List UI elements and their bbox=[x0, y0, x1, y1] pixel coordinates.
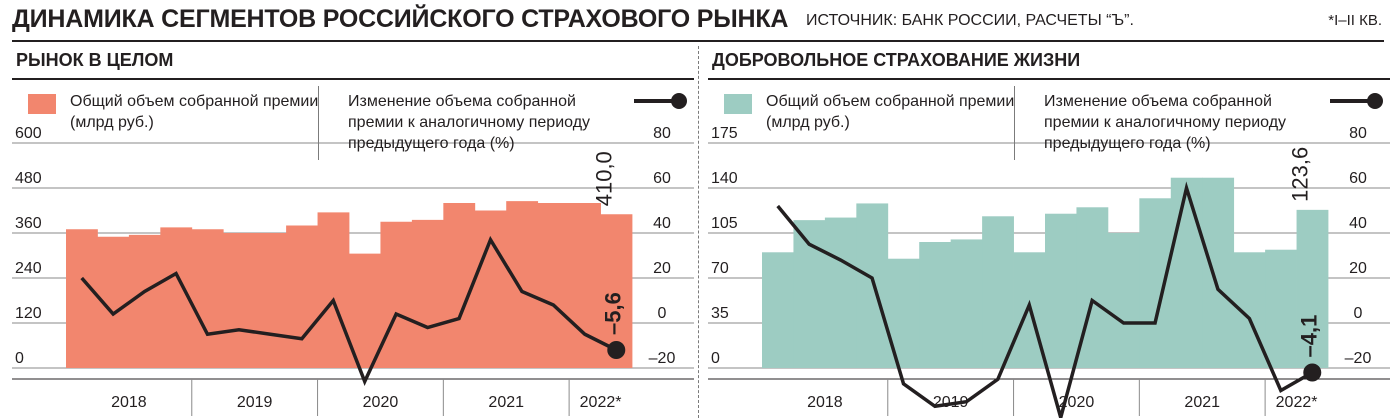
bar bbox=[1045, 213, 1077, 368]
legend-line-text: Изменение объема собранной премии к анал… bbox=[1044, 93, 1287, 152]
right-tick-label: –20 bbox=[649, 350, 676, 367]
left-tick-label: 480 bbox=[15, 170, 42, 187]
legend-bar-swatch bbox=[28, 94, 56, 114]
year-label: 2021 bbox=[1184, 394, 1220, 411]
right-tick-label: 60 bbox=[1349, 170, 1367, 187]
bar bbox=[982, 216, 1014, 368]
bar bbox=[856, 203, 889, 368]
legend-separator bbox=[1014, 86, 1015, 160]
bar bbox=[1139, 198, 1172, 368]
bar bbox=[919, 242, 952, 368]
left-tick-label: 120 bbox=[15, 305, 42, 322]
chart-panel-market: 600 480 360 240 120 0 80 60 40 20 0 –20 2018 2019 2020… bbox=[12, 44, 702, 418]
period-note: *I–II КВ. bbox=[1328, 12, 1382, 29]
right-tick-label: 40 bbox=[1349, 215, 1367, 232]
source-note: ИСТОЧНИК: БАНК РОССИИ, РАСЧЕТЫ “Ъ”. bbox=[806, 12, 1134, 29]
legend-bar-swatch bbox=[724, 94, 752, 114]
legend-separator bbox=[318, 86, 319, 160]
left-tick-label: 600 bbox=[15, 125, 42, 142]
year-label: 2021 bbox=[488, 394, 524, 411]
last-point-marker bbox=[1303, 363, 1322, 382]
bar bbox=[1296, 209, 1329, 368]
panel-divider bbox=[698, 46, 699, 418]
bar bbox=[1170, 177, 1203, 368]
legend-line-icon bbox=[1330, 93, 1383, 109]
year-label: 2018 bbox=[111, 394, 147, 411]
bar bbox=[349, 253, 381, 368]
title-rule bbox=[708, 78, 1390, 80]
left-tick-label: 140 bbox=[711, 170, 738, 187]
left-tick-label: 360 bbox=[15, 215, 42, 232]
bar bbox=[537, 203, 570, 368]
last-change-label: –4,1 bbox=[1296, 315, 1321, 358]
right-tick-label: 20 bbox=[653, 260, 671, 277]
right-tick-label: 40 bbox=[653, 215, 671, 232]
right-tick-label: 80 bbox=[1349, 125, 1367, 142]
right-tick-label: –20 bbox=[1345, 350, 1372, 367]
left-tick-label: 0 bbox=[711, 350, 720, 367]
bar bbox=[824, 217, 857, 368]
right-tick-label: 0 bbox=[658, 305, 667, 322]
year-label: 2022* bbox=[580, 394, 622, 411]
legend-bars-text: Общий объем собранной премии (млрд руб.) bbox=[766, 93, 1015, 131]
bar bbox=[317, 212, 350, 368]
change-line bbox=[80, 235, 618, 386]
title-rule bbox=[12, 78, 694, 80]
chart-svg-market: 600 480 360 240 120 0 80 60 40 20 0 –20 2018 2019 2020… bbox=[12, 125, 694, 416]
right-tick-label: 0 bbox=[1354, 305, 1363, 322]
year-label: 2020 bbox=[363, 394, 399, 411]
main-title: ДИНАМИКА СЕГМЕНТОВ РОССИЙСКОГО СТРАХОВОГ… bbox=[12, 5, 789, 33]
left-tick-label: 70 bbox=[711, 260, 729, 277]
bar bbox=[223, 233, 256, 368]
year-label: 2018 bbox=[807, 394, 843, 411]
header-rule bbox=[12, 40, 1384, 42]
last-change-label: –5,6 bbox=[600, 292, 625, 335]
left-tick-label: 0 bbox=[15, 350, 24, 367]
bar bbox=[286, 225, 318, 368]
bar bbox=[191, 229, 224, 368]
legend-bars-text: Общий объем собранной премии (млрд руб.) bbox=[70, 93, 319, 131]
right-tick-label: 60 bbox=[653, 170, 671, 187]
bar bbox=[1107, 233, 1140, 368]
bar bbox=[950, 239, 983, 368]
bar bbox=[1202, 177, 1235, 368]
left-tick-label: 35 bbox=[711, 305, 729, 322]
bar bbox=[443, 203, 476, 368]
bar bbox=[506, 201, 539, 368]
year-label: 2019 bbox=[237, 394, 273, 411]
chart-title: ДОБРОВОЛЬНОЕ СТРАХОВАНИЕ ЖИЗНИ bbox=[712, 50, 1081, 70]
bar bbox=[411, 219, 444, 368]
bar bbox=[474, 210, 507, 368]
last-value-label: 410,0 bbox=[592, 151, 617, 206]
change-line bbox=[776, 181, 1314, 418]
bar bbox=[380, 221, 413, 368]
year-label: 2022* bbox=[1276, 394, 1318, 411]
bar bbox=[762, 252, 794, 368]
right-tick-label: 20 bbox=[1349, 260, 1367, 277]
bar bbox=[128, 234, 161, 368]
last-point-marker bbox=[607, 341, 626, 359]
header: ДИНАМИКА СЕГМЕНТОВ РОССИЙСКОГО СТРАХОВОГ… bbox=[0, 0, 1396, 44]
chart-panel-life: 175 140 105 70 35 0 80 60 40 20 0 –20 2018 2019 2020 20… bbox=[708, 44, 1396, 418]
bar bbox=[66, 229, 98, 368]
chart-title: РЫНОК В ЦЕЛОМ bbox=[16, 50, 174, 70]
left-tick-label: 105 bbox=[711, 215, 738, 232]
bar bbox=[569, 203, 601, 368]
last-value-label: 123,6 bbox=[1288, 147, 1313, 202]
left-tick-label: 240 bbox=[15, 260, 42, 277]
bar bbox=[1265, 249, 1297, 368]
right-tick-label: 80 bbox=[653, 125, 671, 142]
legend-line-icon bbox=[634, 93, 687, 109]
legend-line-text: Изменение объема собранной премии к анал… bbox=[348, 93, 591, 152]
left-tick-label: 175 bbox=[711, 125, 738, 142]
bar bbox=[254, 233, 287, 368]
